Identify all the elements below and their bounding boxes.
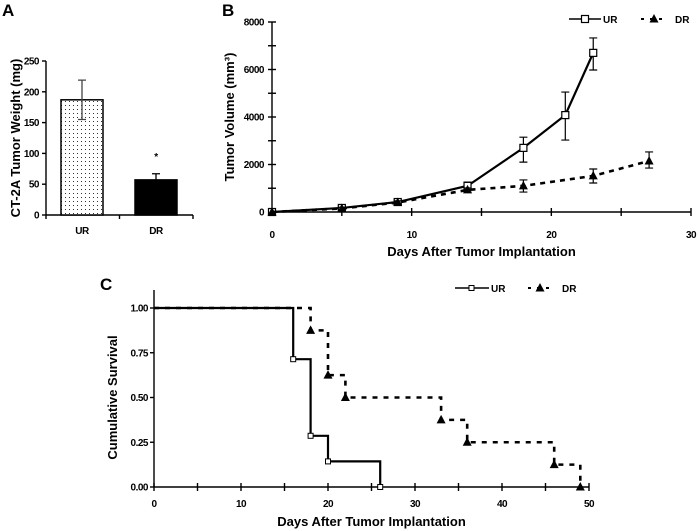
x-axis-title: Days After Tumor Implantation (277, 514, 466, 529)
x-tick-label: 30 (410, 499, 421, 510)
censor-marker-dr (436, 414, 446, 424)
y-axis-title: CT-2A Tumor Weight (mg) (8, 59, 23, 218)
bar-dr (134, 179, 178, 216)
censor-marker-ur (325, 458, 331, 465)
censor-marker-ur (290, 356, 297, 363)
y-tick-label: 0.25 (131, 438, 149, 449)
significance-asterisk: * (154, 152, 158, 163)
legend-marker-ur (580, 14, 590, 24)
legend-marker-dr (535, 283, 545, 292)
panel-letter-a: A (2, 1, 14, 20)
y-tick-label: 0.50 (131, 393, 149, 404)
data-point-ur (589, 48, 598, 57)
x-axis-title: Days After Tumor Implantation (387, 244, 576, 259)
y-tick-label: 250 (24, 57, 40, 68)
y-tick-label: 0 (259, 208, 265, 219)
legend-label-ur: UR (603, 15, 618, 26)
data-point-dr (393, 197, 403, 206)
y-tick-label: 8000 (244, 18, 265, 29)
panel-b-chart: 0 2000 4000 6000 8000 0 10 20 30 Days After Tumor… (222, 14, 697, 259)
y-tick-label: 50 (29, 180, 40, 191)
x-tick-label: 0 (269, 230, 275, 241)
y-tick-label: 0.75 (131, 348, 149, 359)
y-axis-title: Cumulative Survival (105, 335, 120, 459)
legend-marker-dr (649, 14, 659, 23)
data-point-ur (561, 110, 570, 120)
y-axis-title: Tumor Volume (mm³) (222, 53, 237, 182)
data-point-dr (267, 207, 277, 216)
series-line-ur (271, 52, 595, 214)
y-tick-label: 1.00 (131, 304, 149, 315)
survival-curve-dr (154, 306, 582, 487)
x-tick-label: 30 (686, 230, 697, 241)
x-tick-label: 0 (151, 499, 157, 510)
panel-c-chart: 0.00 0.25 0.50 0.75 1.00 0 10 20 30 40 50 Days Afte… (105, 283, 595, 529)
x-tick-label: 40 (497, 499, 508, 510)
x-tick-label: 10 (407, 230, 418, 241)
panel-letter-c: C (100, 275, 112, 294)
censor-marker-dr (306, 325, 316, 334)
y-tick-label: 200 (24, 87, 40, 98)
data-point-dr (337, 203, 347, 212)
legend: UR DR (455, 283, 577, 295)
panel-a-chart: 0 50 100 150 200 250 UR DR * CT-2A Tumor Weight (… (8, 57, 194, 237)
legend-label-ur: UR (491, 284, 506, 295)
censor-marker-dr (323, 370, 333, 379)
censor-marker-ur (307, 432, 314, 439)
censor-marker-dr (549, 459, 559, 469)
data-point-ur (519, 143, 528, 152)
error-bar-dr (152, 173, 160, 180)
x-tick-label: DR (149, 226, 164, 237)
panel-letter-b: B (222, 1, 234, 20)
x-tick-label: 10 (236, 499, 247, 510)
data-point-dr (644, 155, 654, 165)
censor-marker-ur (377, 484, 384, 490)
censor-marker-dr (340, 392, 350, 401)
data-point-dr (518, 180, 528, 190)
y-tick-label: 6000 (244, 65, 265, 76)
x-tick-label: UR (75, 226, 90, 237)
y-tick-label: 2000 (244, 160, 265, 171)
x-tick-label: 20 (546, 230, 557, 241)
x-tick-label: 20 (323, 499, 334, 510)
y-tick-label: 0 (34, 211, 40, 222)
y-tick-label: 4000 (244, 113, 265, 124)
y-tick-label: 100 (24, 149, 40, 160)
data-point-dr (588, 170, 598, 180)
legend: UR DR (569, 14, 690, 26)
censor-marker-dr (575, 482, 585, 491)
legend-label-dr: DR (675, 15, 690, 26)
y-tick-label: 0.00 (131, 483, 149, 494)
x-tick-label: 50 (584, 499, 595, 510)
legend-marker-ur (468, 285, 475, 291)
data-point-dr (463, 184, 473, 194)
censor-marker-dr (462, 437, 472, 446)
y-tick-label: 150 (24, 118, 40, 129)
legend-label-dr: DR (562, 284, 577, 295)
error-bar-ur (78, 79, 86, 121)
